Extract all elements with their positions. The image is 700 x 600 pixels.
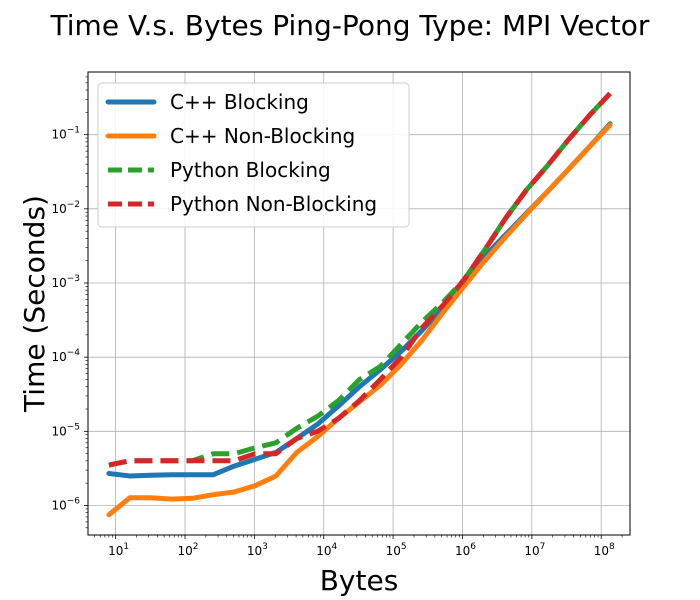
x-tick-label: 102: [177, 542, 198, 558]
y-tick-label: 10−2: [51, 200, 80, 216]
series-line-4: [108, 91, 612, 468]
y-tick-label: 10−4: [51, 348, 80, 364]
tick-layer: 101 102 103 104 105 106 107 108 10−6 10−5 10−4 10−3…: [51, 76, 623, 558]
x-tick-label: 103: [247, 542, 268, 558]
legend-box: [97, 82, 410, 228]
x-tick-label: 101: [108, 542, 129, 558]
y-tick-label: 10−5: [51, 422, 80, 438]
series-layer: [106, 91, 613, 518]
x-tick-label: 107: [524, 542, 545, 558]
y-tick-label: 10−1: [51, 126, 80, 142]
x-tick-label: 105: [386, 542, 407, 558]
y-axis-title: Time (Seconds): [18, 195, 51, 413]
x-tick-label: 104: [316, 542, 337, 558]
plot-frame: [87, 71, 631, 536]
legend-label: C++ Non-Blocking: [170, 124, 355, 148]
legend: C++ Blocking C++ Non-Blocking Python Block…: [97, 82, 410, 228]
x-tick-label: 108: [594, 542, 615, 558]
legend-label: Python Non-Blocking: [170, 192, 377, 216]
y-tick-label: 10−6: [51, 496, 80, 512]
chart-title: Time V.s. Bytes Ping-Pong Type: MPI Vect…: [50, 9, 650, 42]
legend-label: C++ Blocking: [170, 90, 309, 114]
x-tick-label: 106: [455, 542, 476, 558]
x-axis-title: Bytes: [320, 564, 399, 597]
legend-label: Python Blocking: [170, 158, 331, 182]
y-tick-label: 10−3: [51, 274, 80, 290]
